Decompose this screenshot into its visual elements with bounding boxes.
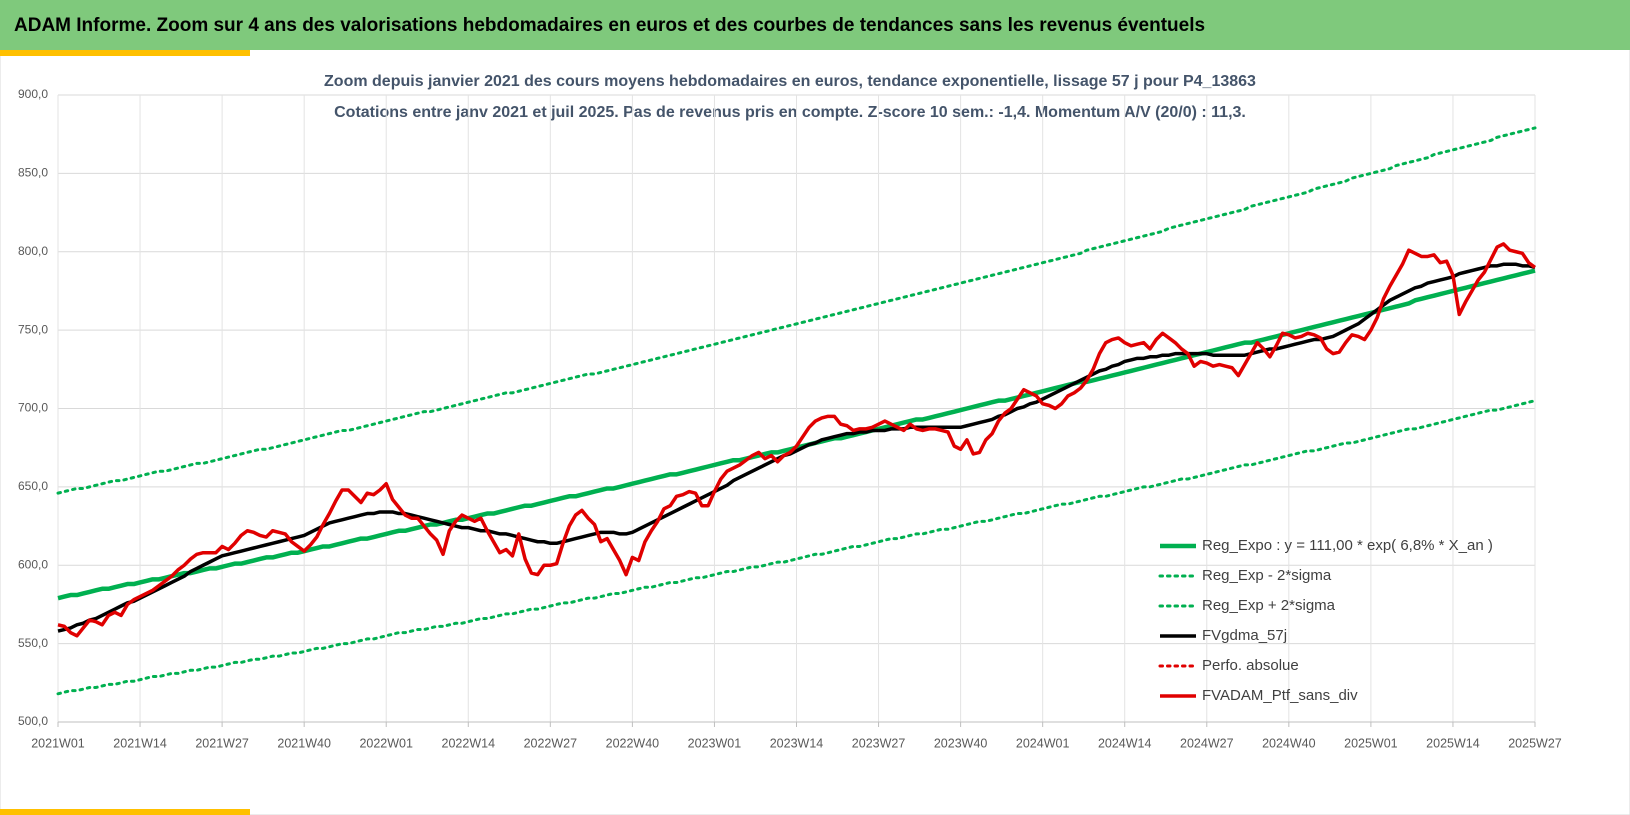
x-tick-label: 2024W27 (1180, 736, 1234, 750)
x-tick-label: 2024W14 (1098, 736, 1152, 750)
series-line (57, 242, 1537, 638)
series-line (57, 262, 1536, 633)
legend-label: Perfo. absolue (1202, 657, 1299, 674)
accent-top (0, 50, 250, 56)
x-tick-label: 2021W40 (277, 736, 331, 750)
y-tick-label: 550,0 (18, 636, 48, 650)
legend-label: Reg_Exp - 2*sigma (1202, 567, 1332, 584)
x-tick-label: 2021W14 (113, 736, 167, 750)
x-tick-label: 2022W40 (606, 736, 660, 750)
accent-bottom (0, 809, 250, 815)
y-tick-label: 700,0 (18, 401, 48, 415)
x-tick-label: 2023W01 (688, 736, 742, 750)
legend-label: Reg_Exp + 2*sigma (1202, 597, 1336, 614)
y-tick-label: 500,0 (18, 714, 48, 728)
x-tick-label: 2023W27 (852, 736, 906, 750)
series-line (56, 126, 1537, 495)
y-tick-label: 900,0 (18, 87, 48, 101)
x-tick-label: 2022W14 (442, 736, 496, 750)
y-tick-label: 800,0 (18, 244, 48, 258)
x-tick-label: 2025W27 (1508, 736, 1562, 750)
x-tick-label: 2024W01 (1016, 736, 1070, 750)
series-line (56, 399, 1537, 696)
y-tick-label: 850,0 (18, 166, 48, 180)
x-tick-label: 2022W01 (359, 736, 413, 750)
chart-subtitle: Cotations entre janv 2021 et juil 2025. … (334, 104, 1246, 121)
legend-label: FVADAM_Ptf_sans_div (1202, 687, 1358, 704)
header-title: ADAM Informe. Zoom sur 4 ans des valoris… (14, 15, 1205, 36)
x-tick-label: 2021W27 (195, 736, 249, 750)
x-tick-label: 2021W01 (31, 736, 85, 750)
legend-label: Reg_Expo : y = 111,00 * exp( 6,8% * X_an… (1202, 537, 1493, 554)
x-tick-label: 2025W01 (1344, 736, 1398, 750)
x-tick-label: 2025W14 (1426, 736, 1480, 750)
chart-title: Zoom depuis janvier 2021 des cours moyen… (324, 73, 1256, 90)
y-tick-label: 650,0 (18, 479, 48, 493)
x-tick-label: 2023W14 (770, 736, 824, 750)
x-tick-label: 2023W40 (934, 736, 988, 750)
legend-label: FVgdma_57j (1202, 627, 1287, 644)
y-tick-label: 600,0 (18, 557, 48, 571)
header-bar (0, 0, 1630, 50)
x-tick-label: 2024W40 (1262, 736, 1316, 750)
x-tick-label: 2022W27 (524, 736, 578, 750)
y-tick-label: 750,0 (18, 322, 48, 336)
